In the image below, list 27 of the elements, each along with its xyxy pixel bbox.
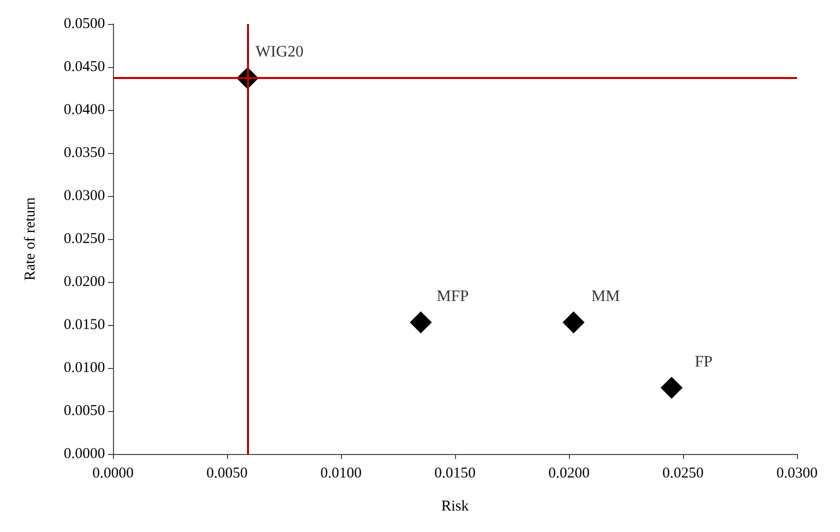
point: [410, 311, 432, 334]
y-tick-label: 0.0400: [64, 102, 105, 118]
x-axis-title: Risk: [441, 498, 470, 514]
annotation: MFP: [436, 288, 469, 305]
y-tick-label: 0.0000: [64, 446, 105, 462]
x-tick-label: 0.0200: [548, 466, 590, 482]
x-tick-label: 0.0300: [776, 466, 818, 482]
x-tick-label: 0.0150: [434, 466, 476, 482]
y-tick-label: 0.0500: [64, 16, 105, 32]
point: [562, 311, 585, 334]
y-tick-label: 0.0300: [64, 188, 105, 204]
x-tick-label: 0.0250: [662, 466, 704, 482]
y-tick-label: 0.0450: [64, 59, 105, 75]
x-tick-label: 0.0000: [92, 466, 134, 482]
y-tick-label: 0.0350: [64, 145, 105, 161]
annotation: FP: [694, 353, 713, 370]
y-tick-label: 0.0200: [64, 274, 105, 290]
y-tick-label: 0.0250: [64, 231, 105, 247]
point: [660, 376, 683, 399]
annotation: WIG20: [256, 44, 304, 61]
x-tick-label: 0.0050: [206, 466, 248, 482]
y-tick-label: 0.0150: [64, 317, 105, 333]
annotation: MM: [591, 288, 620, 305]
y-tick-label: 0.0100: [64, 360, 105, 376]
y-tick-label: 0.0050: [64, 403, 105, 419]
x-tick-label: 0.0100: [320, 466, 362, 482]
y-axis-title: Rate of return: [22, 196, 38, 281]
